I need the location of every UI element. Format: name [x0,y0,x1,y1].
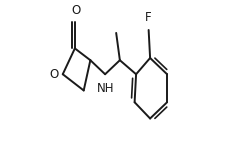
Text: F: F [144,11,151,24]
Text: NH: NH [97,82,114,95]
Text: O: O [50,68,59,81]
Text: O: O [71,4,80,17]
